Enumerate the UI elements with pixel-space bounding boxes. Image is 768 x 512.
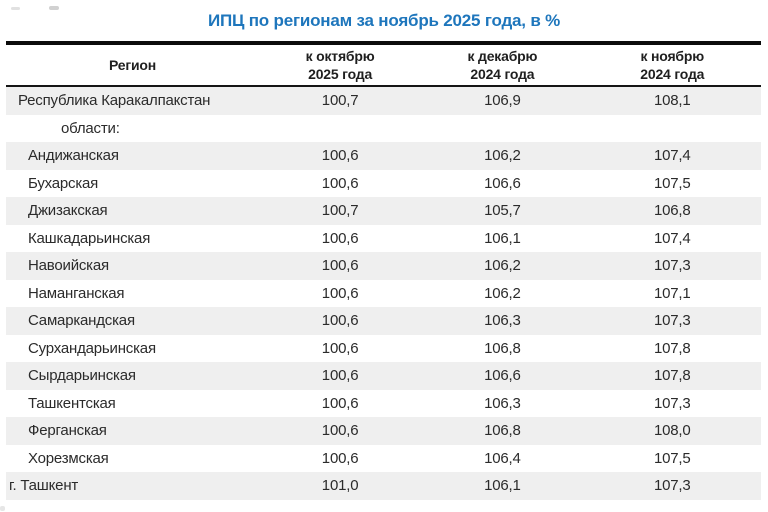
table-row: Джизакская 100,7 105,7 106,8 <box>6 197 761 225</box>
value-cell: 108,0 <box>653 422 691 440</box>
value-cell: 106,1 <box>484 229 521 247</box>
value-cell: 100,6 <box>321 284 359 302</box>
column-header-to-november-2024: к ноябрю 2024 года <box>584 47 761 83</box>
table-row: Ташкентская 100,6 106,3 107,3 <box>6 390 761 418</box>
value-cell: 101,0 <box>321 477 359 495</box>
value-cell: 100,6 <box>321 229 359 247</box>
region-cell: области: <box>61 119 120 137</box>
value-cell: 106,2 <box>484 257 521 275</box>
region-cell: Андижанская <box>28 147 119 165</box>
table-row: Андижанская 100,6 106,2 107,4 <box>6 142 761 170</box>
value-cell: 100,7 <box>321 202 359 220</box>
value-cell: 106,6 <box>484 174 521 192</box>
page-title: ИПЦ по регионам за ноябрь 2025 года, в % <box>207 11 561 30</box>
value-cell: 100,6 <box>321 449 359 467</box>
region-cell: Кашкадарьинская <box>28 229 151 247</box>
value-cell: 107,4 <box>653 147 691 165</box>
region-cell: Бухарская <box>28 174 99 192</box>
scan-artifact <box>49 6 59 10</box>
value-cell: 106,2 <box>484 147 521 165</box>
value-cell: 106,4 <box>484 449 521 467</box>
value-cell: 100,6 <box>321 147 359 165</box>
value-cell: 107,1 <box>653 284 691 302</box>
table-row: Кашкадарьинская 100,6 106,1 107,4 <box>6 225 761 253</box>
value-cell: 100,6 <box>321 312 359 330</box>
table-row: Республика Каракалпакстан 100,7 106,9 108,1 <box>6 87 761 115</box>
value-cell: 106,2 <box>484 284 521 302</box>
value-cell: 106,3 <box>484 394 521 412</box>
column-header-line: 2024 года <box>470 66 535 82</box>
value-cell: 107,3 <box>653 312 691 330</box>
value-cell: 107,3 <box>653 257 691 275</box>
value-cell: 100,6 <box>321 257 359 275</box>
scan-artifact <box>0 506 5 511</box>
value-cell: 107,3 <box>653 477 691 495</box>
column-header-line: к октябрю <box>305 48 375 64</box>
value-cell: 107,5 <box>653 174 691 192</box>
value-cell: 106,9 <box>484 92 521 110</box>
value-cell: 106,6 <box>484 367 521 385</box>
table-row: области: <box>6 115 761 143</box>
region-cell: Самаркандская <box>28 312 135 330</box>
column-header-line: к ноябрю <box>640 48 705 64</box>
table-row: г. Ташкент 101,0 106,1 107,3 <box>6 472 761 500</box>
table-row: Наманганская 100,6 106,2 107,1 <box>6 280 761 308</box>
value-cell: 106,8 <box>484 422 521 440</box>
value-cell: 100,6 <box>321 394 359 412</box>
value-cell: 106,8 <box>653 202 691 220</box>
value-cell: 107,5 <box>653 449 691 467</box>
value-cell: 108,1 <box>653 92 691 110</box>
value-cell: 100,6 <box>321 367 359 385</box>
value-cell: 107,8 <box>653 339 691 357</box>
column-header-to-december-2024: к декабрю 2024 года <box>421 47 583 83</box>
value-cell: 107,4 <box>653 229 691 247</box>
region-cell: Джизакская <box>28 202 108 220</box>
region-cell: Хорезмская <box>28 449 109 467</box>
value-cell: 107,3 <box>653 394 691 412</box>
region-cell: Ферганская <box>28 422 107 440</box>
table-body: Республика Каракалпакстан 100,7 106,9 108,1… <box>6 87 761 500</box>
value-cell: 100,7 <box>321 92 359 110</box>
column-header-line: к декабрю <box>467 48 538 64</box>
column-header-line: 2024 года <box>640 66 705 82</box>
region-cell: Сурхандарьинская <box>28 339 156 357</box>
cpi-table: Регион к октябрю 2025 года к декабрю 202… <box>6 41 761 500</box>
value-cell: 107,8 <box>653 367 691 385</box>
scan-artifact <box>11 7 20 10</box>
region-cell: Навоийская <box>28 257 109 275</box>
region-cell: Ташкентская <box>28 394 116 412</box>
table-row: Сурхандарьинская 100,6 106,8 107,8 <box>6 335 761 363</box>
region-cell: Республика Каракалпакстан <box>18 92 211 110</box>
table-row: Хорезмская 100,6 106,4 107,5 <box>6 445 761 473</box>
table-row: Навоийская 100,6 106,2 107,3 <box>6 252 761 280</box>
region-cell: Наманганская <box>28 284 125 302</box>
value-cell: 105,7 <box>484 202 521 220</box>
table-row: Сырдарьинская 100,6 106,6 107,8 <box>6 362 761 390</box>
value-cell: 106,8 <box>484 339 521 357</box>
table-row: Ферганская 100,6 106,8 108,0 <box>6 417 761 445</box>
column-header-to-october-2025: к октябрю 2025 года <box>259 47 421 83</box>
value-cell: 106,1 <box>484 477 521 495</box>
value-cell: 100,6 <box>321 422 359 440</box>
table-row: Бухарская 100,6 106,6 107,5 <box>6 170 761 198</box>
table-row: Самаркандская 100,6 106,3 107,3 <box>6 307 761 335</box>
region-cell: Сырдарьинская <box>28 367 136 385</box>
table-header-row: Регион к октябрю 2025 года к декабрю 202… <box>6 45 761 87</box>
value-cell: 106,3 <box>484 312 521 330</box>
column-header-line: 2025 года <box>308 66 373 82</box>
value-cell: 100,6 <box>321 174 359 192</box>
region-cell: г. Ташкент <box>9 477 79 495</box>
value-cell: 100,6 <box>321 339 359 357</box>
column-header-region: Регион <box>108 57 156 73</box>
